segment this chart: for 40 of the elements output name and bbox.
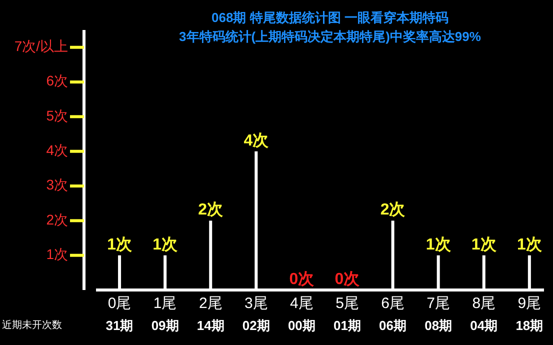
data-label: 4次 <box>244 131 270 150</box>
x-tick-label: 0尾 <box>108 295 132 312</box>
x-tick-label: 4尾 <box>290 295 314 312</box>
chart-title: 068期 特尾数据统计图 一眼看穿本期特码 <box>212 10 448 25</box>
text: 近期未开次数 <box>2 319 62 331</box>
data-label: 1次 <box>426 235 452 254</box>
y-tick-label: 6次 <box>46 72 68 89</box>
chart-subtitle: 3年特码统计(上期特码决定本期特尾)中奖率高达99% <box>179 29 482 44</box>
text: 14期 <box>196 318 224 333</box>
x-tick-label: 9尾 <box>518 295 542 312</box>
text: 31期 <box>106 318 134 333</box>
text: 18期 <box>516 318 544 333</box>
data-label: 0次 <box>289 270 316 288</box>
x-tick-label: 5尾 <box>336 295 359 312</box>
x-tick-label: 6尾 <box>381 295 404 312</box>
text: 04期 <box>470 318 498 333</box>
data-label: 1次 <box>516 235 543 254</box>
x-tick-label: 1尾 <box>153 295 177 312</box>
data-label: 1次 <box>152 235 179 254</box>
y-tick-label: 2次 <box>46 211 68 228</box>
text: 01期 <box>334 318 361 333</box>
x-tick-label: 2尾 <box>198 295 222 312</box>
data-label: 1次 <box>471 235 498 254</box>
x-tick-label: 3尾 <box>244 295 268 312</box>
data-label: 1次 <box>107 235 133 254</box>
x-tick-label: 7尾 <box>426 295 450 312</box>
x-tick-label: 8尾 <box>472 295 496 312</box>
y-tick-label: 7次/以上 <box>14 38 68 54</box>
data-label: 2次 <box>198 200 224 219</box>
data-label: 0次 <box>334 270 361 288</box>
text: 00期 <box>288 318 316 333</box>
y-tick-label: 1次 <box>46 246 68 262</box>
y-tick-label: 5次 <box>46 107 68 124</box>
y-tick-label: 3次 <box>46 176 68 193</box>
text: 08期 <box>424 318 452 333</box>
text: 06期 <box>379 318 407 333</box>
data-label: 2次 <box>380 200 406 219</box>
y-tick-label: 4次 <box>46 142 68 158</box>
text: 02期 <box>242 318 270 333</box>
text: 09期 <box>151 318 179 333</box>
